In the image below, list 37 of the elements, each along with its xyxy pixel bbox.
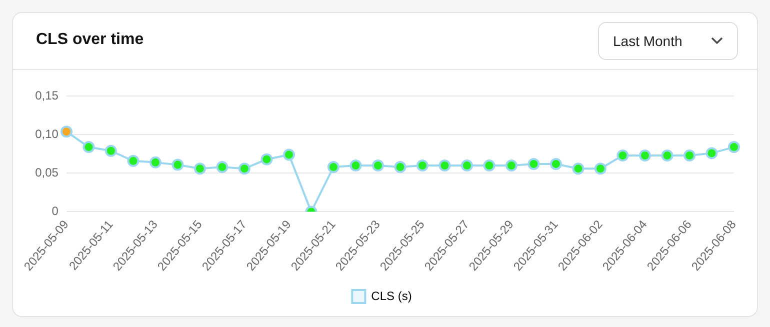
point xyxy=(483,160,496,172)
point xyxy=(438,160,451,172)
point xyxy=(505,160,518,172)
point xyxy=(216,161,228,174)
y-tick-label: 0,10 xyxy=(35,127,59,142)
point xyxy=(372,160,384,172)
point xyxy=(260,153,273,166)
point xyxy=(238,162,250,175)
point xyxy=(638,150,651,162)
chart-title: CLS over time xyxy=(36,31,144,49)
y-tick-label: 0 xyxy=(52,204,59,218)
point xyxy=(416,160,428,172)
point xyxy=(460,160,473,172)
point xyxy=(528,158,540,170)
point xyxy=(350,160,362,172)
legend-label: CLS (s) xyxy=(371,288,412,303)
point xyxy=(104,144,117,157)
point xyxy=(149,156,162,168)
point xyxy=(60,126,72,138)
point xyxy=(394,161,406,174)
point xyxy=(282,148,295,161)
point xyxy=(327,161,340,174)
text: Last Month xyxy=(613,33,682,49)
point xyxy=(616,150,629,162)
point xyxy=(550,158,562,170)
y-tick-label: 0,05 xyxy=(35,166,59,180)
point xyxy=(127,154,140,167)
point xyxy=(706,147,718,160)
point xyxy=(728,141,740,154)
point xyxy=(594,162,606,175)
point xyxy=(572,162,584,175)
point xyxy=(194,162,206,175)
y-tick-label: 0,15 xyxy=(35,88,59,103)
point xyxy=(683,150,696,162)
point xyxy=(661,150,674,162)
point xyxy=(172,158,184,171)
point xyxy=(82,141,95,154)
